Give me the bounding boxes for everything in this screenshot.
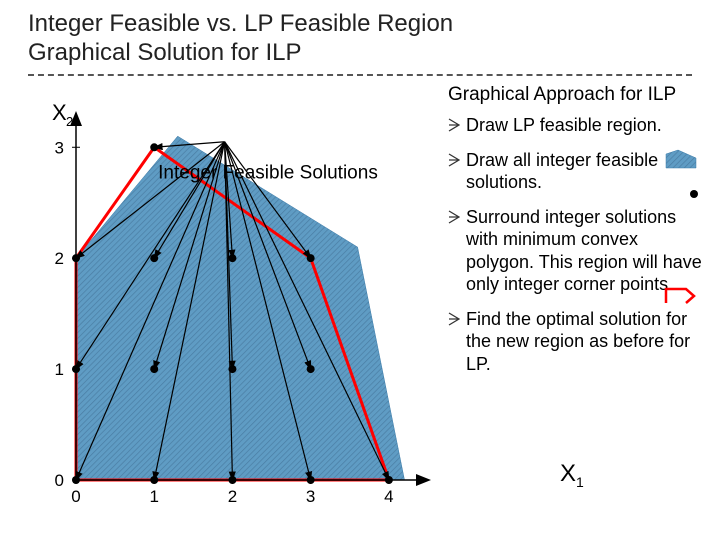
x1-axis-label: X1 [560, 460, 584, 490]
slide-title: Integer Feasible vs. LP Feasible Region … [0, 0, 720, 72]
title-line-2: Graphical Solution for ILP [28, 39, 301, 66]
approach-title: Graphical Approach for ILP [448, 84, 704, 107]
y-tick-label: 3 [55, 138, 64, 157]
bullet-arrow-icon [448, 114, 466, 137]
integer-region-label: Integer Feasible Solutions [158, 162, 378, 183]
bullet-item: Surround integer solutions with minimum … [448, 206, 704, 296]
legend-hull-icon [664, 285, 698, 307]
y-tick-label: 2 [55, 249, 64, 268]
chart-area: 012340123X2Integer Feasible Solutions [28, 82, 438, 517]
x-tick-label: 4 [384, 487, 393, 506]
x-tick-label: 1 [149, 487, 158, 506]
title-divider [28, 74, 692, 76]
y-tick-label: 0 [55, 471, 64, 490]
legend-lp-region-icon [664, 148, 698, 170]
y-tick-label: 1 [55, 360, 64, 379]
svg-text:2: 2 [66, 114, 73, 129]
bullet-text: Surround integer solutions with minimum … [466, 206, 704, 296]
chart-svg: 012340123X2Integer Feasible Solutions [28, 82, 438, 512]
bullet-text: Find the optimal solution for the new re… [466, 308, 704, 376]
bullet-arrow-icon [448, 206, 466, 296]
x-tick-label: 2 [228, 487, 237, 506]
title-line-1: Integer Feasible vs. LP Feasible Region [28, 10, 453, 37]
legend-integer-point-icon [690, 190, 698, 198]
bullet-text: Draw LP feasible region. [466, 114, 704, 137]
bullet-item: Draw LP feasible region. [448, 114, 704, 137]
x-tick-label: 0 [71, 487, 80, 506]
bullet-item: Find the optimal solution for the new re… [448, 308, 704, 376]
x-tick-label: 3 [306, 487, 315, 506]
x2-axis-label: X [52, 100, 67, 125]
bullet-arrow-icon [448, 149, 466, 194]
bullet-arrow-icon [448, 308, 466, 376]
